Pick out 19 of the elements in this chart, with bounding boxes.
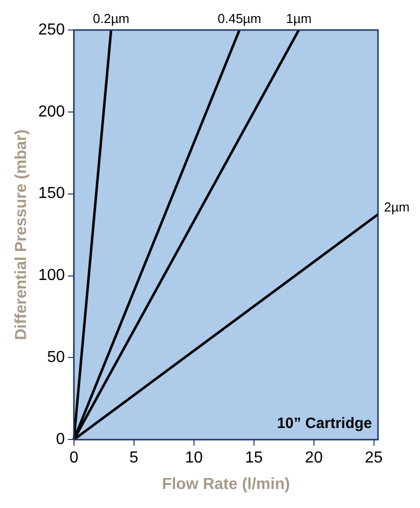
x-tick-label: 10 xyxy=(184,450,203,467)
x-tick-label: 5 xyxy=(129,450,138,467)
y-tick-label: 150 xyxy=(38,185,65,202)
series-label: 2µm xyxy=(384,199,410,214)
annotation: 10” Cartridge xyxy=(276,415,372,432)
series-label: 0.2µm xyxy=(92,11,130,26)
x-axis-title: Flow Rate (l/min) xyxy=(162,476,290,493)
y-tick-label: 0 xyxy=(56,431,65,448)
x-tick-label: 20 xyxy=(304,450,323,467)
y-tick-label: 200 xyxy=(38,103,65,120)
series-label: 1µm xyxy=(286,11,312,26)
x-tick-label: 0 xyxy=(69,450,78,467)
x-tick-label: 15 xyxy=(244,450,263,467)
x-tick-label: 25 xyxy=(364,450,383,467)
series-label: 0.45µm xyxy=(218,11,262,26)
y-tick-label: 100 xyxy=(38,267,65,284)
y-axis-title: Differential Pressure (mbar) xyxy=(13,129,30,340)
y-tick-label: 50 xyxy=(47,349,65,366)
y-tick-label: 250 xyxy=(38,21,65,38)
